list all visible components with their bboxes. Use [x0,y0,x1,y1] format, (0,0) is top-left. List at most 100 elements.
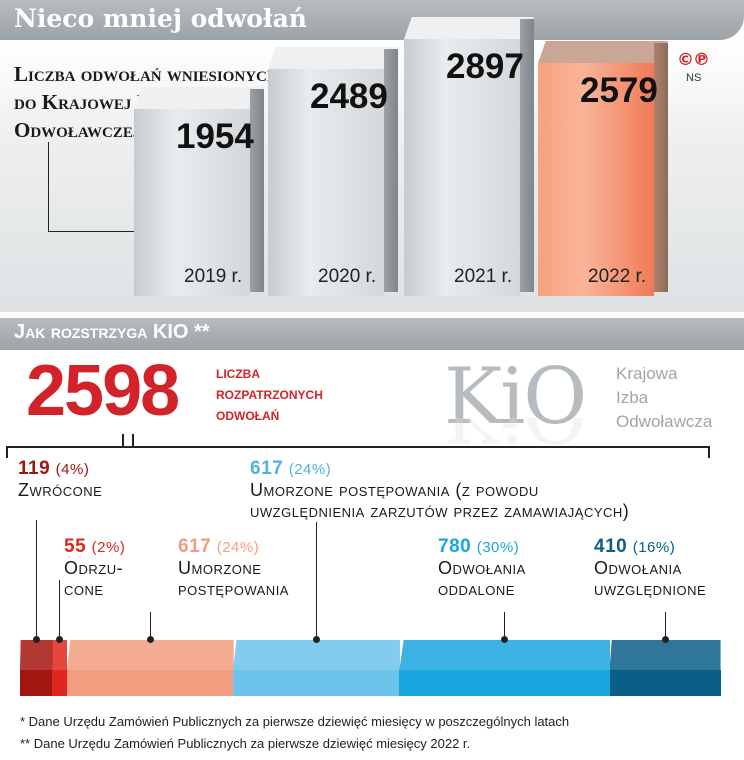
bar-value-3: 2897 [446,47,524,86]
segment-label-6: 410 (16%) Odwołania uwzględnione [594,536,744,600]
segment-label-3: 617 (24%) Umorzone postępowania [178,536,289,600]
segment-text-6a: Odwołania [594,558,682,578]
pointer-line-2 [59,580,61,640]
brace-tip [122,434,134,446]
bar-4 [538,63,654,296]
stack-top-6 [609,640,721,670]
pointer-line-4 [316,522,318,640]
bar-value-2: 2489 [310,77,388,116]
segment-text-4b: uwzględnienia zarzutów przez zamawiający… [250,501,630,521]
segment-value-4: 617 [250,458,284,479]
bar-year-1: 2019 r. [184,266,243,287]
total-label-line-3: odwołań [216,405,280,424]
segment-label-5: 780 (30%) Odwołania oddalone [438,536,526,600]
total-label-line-2: rozpatrzonych [216,384,323,403]
pointer-dot-2 [56,636,64,643]
pointer-dot-3 [147,636,154,643]
source-initials: NS [686,72,702,84]
stack-segment-4 [233,670,400,696]
section-title: Jak rozstrzyga KIO ** [14,321,210,343]
stack-top-2 [52,640,68,670]
leader-line-vertical [48,142,49,232]
segment-pct-5: (30%) [476,539,520,556]
segment-label-1: 119 (4%) Zwrócone [18,458,102,501]
bar-top-4 [538,41,668,63]
stack-segment-3 [66,670,234,696]
header-bar [0,0,744,40]
stack-segment-1 [20,670,53,696]
segment-text-6b: uwzględnione [594,579,707,599]
total-label-line-1: liczba [216,363,260,382]
pointer-line-6 [664,612,666,640]
kio-logo-reflection: KiO [444,418,585,458]
subtitle-line-1: Liczba odwołań wniesionych [14,62,279,86]
segment-pct-6: (16%) [632,539,676,556]
brace-line [6,446,710,448]
kio-name-line-1: Krajowa [616,364,678,383]
stack-top-5 [399,640,611,670]
bar-year-3: 2021 r. [454,266,513,287]
bar-2 [268,69,384,296]
segment-pct-3: (24%) [216,539,260,556]
segment-pct-4: (24%) [288,461,332,478]
leader-line-horizontal [48,231,148,232]
segment-label-2: 55 (2%) Odrzu- cone [64,536,125,600]
segment-value-3: 617 [178,536,212,557]
pointer-line-1 [36,520,38,640]
segment-value-5: 780 [438,536,472,557]
segment-pct-1: (4%) [55,461,90,478]
bar-3 [404,39,520,296]
bar-side-3 [520,19,534,292]
pointer-dot-5 [501,636,509,643]
bar-top-3 [404,17,534,39]
segment-text-5b: oddalone [438,579,515,599]
footnote-2: ** Dane Urzędu Zamówień Publicznych za p… [20,736,471,751]
stack-segment-6 [609,670,721,696]
bar-top-1 [134,87,264,109]
pointer-dot-1 [33,636,41,643]
copyright-mark: ©℗ [677,50,710,70]
brace-left-end [6,446,8,458]
kio-full-name: Krajowa Izba Odwoławcza [616,362,712,434]
kio-logo: KiO [444,352,587,442]
stack-segment-5 [399,670,611,696]
bar-year-4: 2022 r. [588,266,647,287]
pointer-dot-6 [661,636,669,643]
pointer-line-3 [150,612,151,640]
bar-top-2 [268,47,398,69]
page-title: Nieco mniej odwołań [14,4,307,33]
total-label: liczba rozpatrzonych odwołań [216,362,416,425]
pointer-line-5 [504,612,506,640]
kio-name-line-3: Odwoławcza [616,412,713,431]
segment-pct-2: (2%) [91,539,126,556]
bar-side-2 [384,49,398,292]
segment-value-2: 55 [64,536,87,557]
kio-name-line-2: Izba [616,388,649,407]
bar-side-4 [654,43,668,292]
footnote-1: * Dane Urzędu Zamówień Publicznych za pi… [20,714,570,729]
segment-text-2a: Odrzu- [64,558,124,578]
segment-text-3b: postępowania [178,579,289,599]
section-bar [0,318,744,350]
bar-year-2: 2020 r. [318,266,377,287]
subtitle-line-3: Odwoławczej* [14,118,151,142]
stack-segment-2 [52,670,68,696]
segment-value-6: 410 [594,536,628,557]
segment-text-3a: Umorzone [178,558,262,578]
total-value: 2598 [26,351,180,431]
segment-text-1: Zwrócone [18,480,103,500]
stack-top-3 [66,640,234,670]
segment-value-1: 119 [18,458,51,479]
bar-value-4: 2579 [580,71,658,110]
segment-label-4: 617 (24%) Umorzone postępowania (z powod… [250,458,744,522]
segment-text-5a: Odwołania [438,558,526,578]
segment-text-4a: Umorzone postępowania (z powodu [250,480,539,500]
segment-text-2b: cone [64,579,104,599]
pointer-dot-4 [313,636,321,643]
stack-top-4 [233,640,400,670]
brace-right-end [708,446,710,458]
bar-side-1 [250,89,264,292]
bar-value-1: 1954 [176,117,254,156]
stack-top-1 [20,640,53,670]
bar-1 [134,109,250,296]
